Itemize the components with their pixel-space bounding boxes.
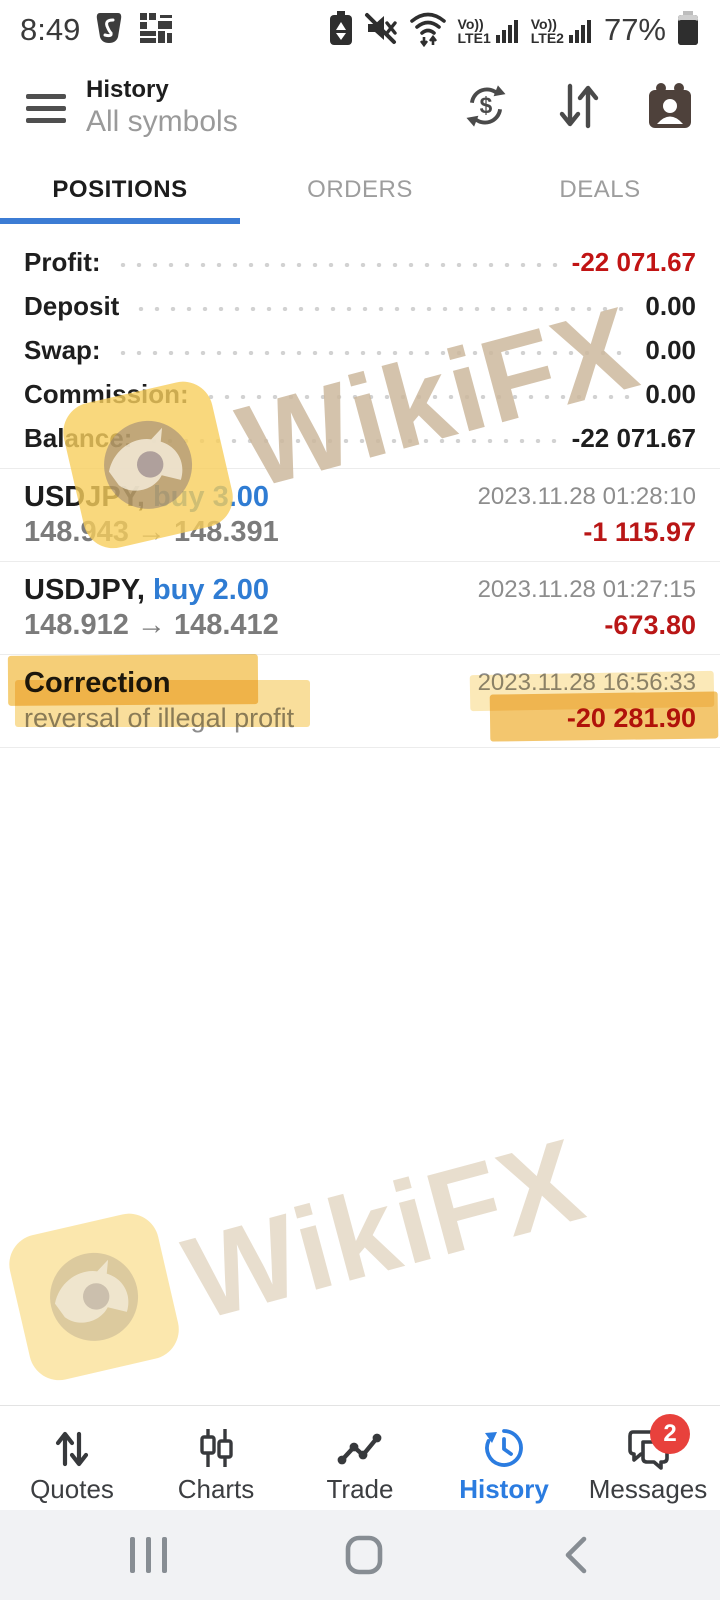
sort-button[interactable] — [554, 83, 602, 132]
screenshot-notification-icon — [138, 11, 174, 50]
commission-label: Commission: — [24, 378, 189, 409]
history-clock-icon — [482, 1428, 526, 1468]
app-header: History All symbols $ — [0, 60, 720, 156]
symbol-filter-label: All symbols — [86, 105, 238, 138]
balance-label: Balance: — [24, 422, 133, 453]
nav-label: Messages — [588, 1474, 708, 1504]
page-title: History — [86, 76, 169, 103]
summary-row-swap: Swap: 0.00 — [24, 328, 696, 372]
signal-bars-icon — [495, 20, 518, 43]
nav-history[interactable]: History — [432, 1406, 576, 1510]
deal-side-volume: buy 2.00 — [152, 574, 270, 606]
history-row-usdjpy-2[interactable]: USDJPY, buy 2.00 148.912 → 148.412 2023.… — [0, 561, 720, 654]
deal-datetime: 2023.11.28 16:56:33 — [477, 669, 696, 696]
deal-prices: 148.943 → 148.391 — [24, 516, 279, 548]
home-icon — [345, 1535, 382, 1575]
battery-percent: 77% — [603, 12, 666, 47]
deal-profit: -20 281.90 — [566, 703, 696, 733]
nav-charts[interactable]: Charts — [144, 1406, 288, 1510]
bottom-nav: Quotes Charts — [0, 1405, 720, 1510]
wikifx-watermark-text: WikiFX — [172, 1113, 597, 1346]
correction-comment: reversal of illegal profit — [24, 703, 295, 733]
swap-value: 0.00 — [645, 334, 696, 365]
summary-row-balance: Balance: -22 071.67 — [24, 416, 696, 460]
deposit-label: Deposit — [24, 290, 120, 321]
menu-button[interactable] — [26, 93, 66, 123]
tab-orders[interactable]: ORDERS — [307, 176, 413, 203]
summary-row-deposit: Deposit 0.00 — [24, 284, 696, 328]
tab-positions[interactable]: POSITIONS — [0, 156, 240, 224]
deal-side-volume: buy 3.00 — [152, 481, 270, 513]
wikifx-watermark: WikiFX — [3, 1112, 598, 1387]
nav-label: History — [459, 1474, 549, 1504]
deal-profit: -1 115.97 — [583, 517, 696, 547]
dotted-leader — [133, 307, 632, 311]
home-button[interactable] — [342, 1533, 386, 1577]
nav-label: Quotes — [30, 1474, 114, 1504]
deal-prices: 148.912 → 148.412 — [24, 609, 279, 641]
summary-row-commission: Commission: 0.00 — [24, 372, 696, 416]
deal-profit: -673.80 — [604, 610, 696, 640]
dotted-leader — [146, 439, 558, 443]
network-lte1-indicator: Vo)) LTE1 — [458, 15, 521, 45]
wikifx-logo-icon — [3, 1207, 185, 1387]
system-nav-bar — [0, 1510, 720, 1600]
history-row-correction[interactable]: Correction reversal of illegal profit 20… — [0, 654, 720, 748]
mute-icon — [364, 11, 398, 50]
profit-label: Profit: — [24, 246, 101, 277]
trend-line-icon — [337, 1428, 383, 1468]
wifi-icon — [408, 9, 448, 52]
nav-label: Trade — [326, 1474, 394, 1504]
dotted-leader — [114, 263, 558, 267]
account-history-button[interactable] — [646, 82, 694, 132]
vpn-notification-icon — [94, 11, 124, 50]
tab-deals[interactable]: DEALS — [559, 176, 641, 203]
history-list: USDJPY, buy 3.00 148.943 → 148.391 2023.… — [0, 468, 720, 748]
profit-value: -22 071.67 — [571, 246, 696, 277]
history-row-usdjpy-1[interactable]: USDJPY, buy 3.00 148.943 → 148.391 2023.… — [0, 468, 720, 561]
nav-messages[interactable]: 2 Messages — [576, 1406, 720, 1510]
contact-card-icon — [644, 80, 696, 137]
commission-value: 0.00 — [645, 378, 696, 409]
balance-value: -22 071.67 — [571, 422, 696, 453]
tab-bar: POSITIONS ORDERS DEALS — [0, 156, 720, 224]
sort-arrows-icon — [554, 80, 602, 137]
back-button[interactable] — [560, 1533, 590, 1577]
deal-datetime: 2023.11.28 01:28:10 — [477, 483, 696, 510]
messages-badge: 2 — [650, 1414, 690, 1454]
back-chevron-icon — [565, 1536, 587, 1574]
recents-icon — [130, 1537, 167, 1573]
nav-trade[interactable]: Trade — [288, 1406, 432, 1510]
sync-balance-button[interactable]: $ — [462, 84, 510, 132]
battery-icon — [676, 10, 700, 51]
header-titles[interactable]: History All symbols — [86, 76, 238, 140]
deal-datetime: 2023.11.28 01:27:15 — [477, 576, 696, 603]
status-bar: 8:49 — [0, 0, 720, 60]
signal-bars-icon — [568, 20, 591, 43]
sync-dollar-icon: $ — [460, 80, 512, 137]
svg-text:$: $ — [480, 92, 493, 118]
battery-saver-icon — [328, 10, 354, 51]
account-summary: Profit: -22 071.67 Deposit 0.00 Swap: 0.… — [0, 224, 720, 468]
correction-title: Correction — [24, 667, 171, 699]
nav-label: Charts — [177, 1474, 255, 1504]
swap-label: Swap: — [24, 334, 101, 365]
deposit-value: 0.00 — [645, 290, 696, 321]
quotes-arrows-icon — [50, 1428, 94, 1468]
nav-quotes[interactable]: Quotes — [0, 1406, 144, 1510]
recents-button[interactable] — [130, 1537, 167, 1573]
clock-time: 8:49 — [20, 12, 81, 47]
summary-row-profit: Profit: -22 071.67 — [24, 240, 696, 284]
dotted-leader — [114, 351, 632, 355]
network-lte2-indicator: Vo)) LTE2 — [531, 15, 594, 45]
dotted-leader — [202, 395, 632, 399]
deal-symbol: USDJPY, — [24, 574, 145, 606]
candlestick-chart-icon — [194, 1428, 238, 1468]
deal-symbol: USDJPY, — [24, 481, 145, 513]
